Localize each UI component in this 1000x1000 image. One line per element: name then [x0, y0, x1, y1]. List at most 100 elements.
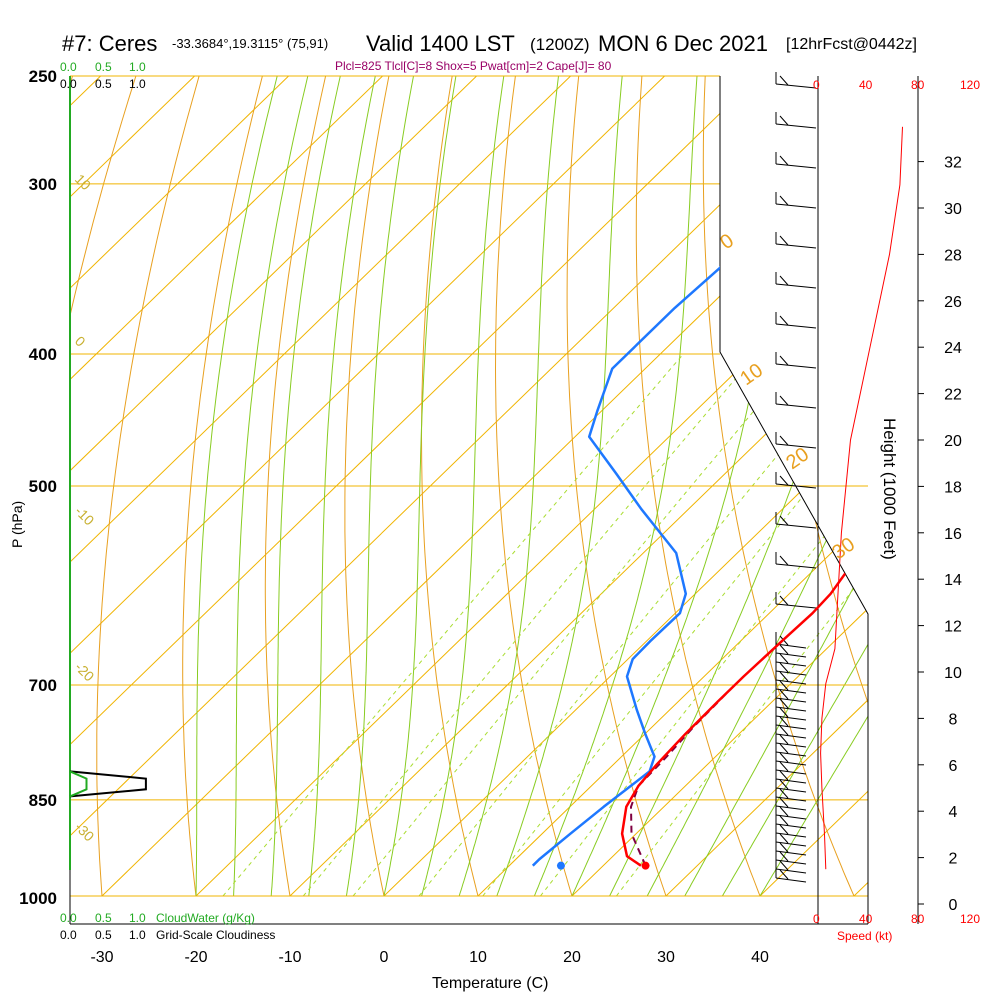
wind-barb-shaft	[775, 742, 807, 748]
isotherm-line	[70, 76, 383, 896]
moist-adiabat-line	[533, 76, 698, 896]
height-tick-label: 12	[944, 619, 962, 636]
wind-barb-shaft	[775, 796, 807, 802]
height-tick-label: 10	[944, 665, 962, 682]
wind-barb-shaft	[775, 814, 807, 820]
wind-barb-flag	[779, 155, 789, 166]
wind-barb-flag	[779, 725, 789, 736]
x-tick-label: 20	[563, 949, 581, 966]
height-tick-label: 30	[944, 201, 962, 218]
height-tick-label: 2	[949, 851, 958, 868]
cloudiness-line	[69, 770, 147, 798]
wind-barb-flag	[779, 644, 789, 655]
wind-barb-shaft	[775, 787, 807, 793]
wind-barb-shaft	[775, 832, 807, 838]
wind-barb-shaft	[775, 697, 807, 703]
height-tick-label: 20	[944, 433, 962, 450]
station-coords: -33.3684°,19.3115° (75,91)	[172, 36, 328, 51]
wind-barb-shaft	[775, 778, 807, 784]
top-cloudwater-scale: 0.0 0.5 1.0 0.0 0.5 1.0	[60, 60, 146, 91]
wind-barb-shaft	[775, 769, 807, 775]
wind-barb-shaft	[775, 443, 817, 449]
mixing-ratio-line	[302, 353, 757, 896]
wind-barb-shaft	[775, 523, 817, 529]
dry-adiabat-line	[494, 76, 573, 896]
mixing-ratio-label: 2	[305, 892, 313, 908]
wind-barb-shaft	[775, 661, 807, 667]
height-tick-label: 28	[944, 247, 962, 264]
isotherm-line	[853, 76, 868, 896]
top-cloudiness-tick: 1.0	[129, 77, 146, 91]
wind-barb-flag	[779, 815, 789, 826]
x-tick-label: 10	[469, 949, 487, 966]
pressure-ticks: 250 300 400 500 700 850 1000	[19, 67, 57, 908]
isobar-lines	[70, 75, 868, 897]
top-speed-tick: 40	[859, 78, 873, 92]
height-tick-label: 32	[944, 155, 962, 172]
x-tick-label: 0	[380, 949, 389, 966]
wind-barbs	[775, 72, 817, 883]
top-cw-tick: 0.0	[60, 60, 77, 74]
top-speed-tick: 80	[911, 78, 925, 92]
bottom-cloudiness-tick: 0.5	[95, 928, 112, 942]
moist-adiabat-line	[646, 76, 868, 896]
y-axis-title: P (hPa)	[9, 501, 25, 548]
pressure-tick-label: 700	[29, 676, 57, 695]
moist-adiabat-line	[270, 76, 341, 896]
wind-barb-flag	[779, 435, 789, 446]
bottom-cloudiness-tick: 1.0	[129, 928, 146, 942]
bottom-cw-tick: 0.0	[60, 911, 77, 925]
wind-barb-flag	[779, 195, 789, 206]
dry-adiabat-line	[182, 76, 263, 896]
moist-adiabat-line	[496, 76, 623, 896]
temperature-trace	[620, 87, 868, 870]
top-cloudiness-tick: 0.0	[60, 77, 77, 91]
wind-barb-flag	[779, 75, 789, 86]
height-tick-label: 24	[944, 340, 962, 357]
dry-adiabat-label: -10	[72, 503, 98, 529]
mixing-ratio-label: 1	[225, 892, 233, 908]
height-tick-label: 22	[944, 387, 962, 404]
wind-barb-flag	[779, 779, 789, 790]
wind-barb-shaft	[775, 670, 807, 676]
station-title: #7: Ceres	[62, 31, 157, 56]
wind-barb-shaft	[775, 706, 807, 712]
mixing-ratio-label: 20	[617, 892, 633, 908]
wind-barb-shaft	[775, 203, 817, 209]
dry-adiabat-right-label: 30	[828, 533, 859, 564]
wind-barb-shaft	[775, 715, 807, 721]
cloudwater-label: CloudWater (g/Kg)	[156, 911, 255, 925]
moist-adiabat-line	[421, 76, 505, 896]
wind-barb-shaft	[775, 688, 807, 694]
wind-barb-flag	[779, 315, 789, 326]
valid-time: Valid 1400 LST	[366, 31, 515, 56]
wind-barb-shaft	[775, 163, 817, 169]
wind-barb-shaft	[775, 563, 817, 569]
pressure-tick-label: 500	[29, 477, 57, 496]
wind-barb-flag	[779, 275, 789, 286]
x-tick-label: -20	[184, 949, 207, 966]
top-speed-scale: 0 40 80 120	[813, 78, 980, 92]
wind-barb-flag	[779, 698, 789, 709]
x-tick-label: 30	[657, 949, 675, 966]
wind-barb-flag	[779, 671, 789, 682]
wind-barb-shaft	[775, 760, 807, 766]
wind-barb-shaft	[775, 805, 807, 811]
isotherm-line	[70, 76, 289, 896]
wind-barb-flag	[779, 734, 789, 745]
wind-barb-flag	[779, 824, 789, 835]
moist-adiabat-line	[721, 76, 868, 896]
wind-barb-shaft	[775, 323, 817, 329]
speed-line	[820, 126, 903, 870]
pressure-tick-label: 250	[29, 67, 57, 86]
wind-barb-flag	[779, 475, 789, 486]
dry-adiabat-line	[344, 76, 390, 896]
top-cw-tick: 0.5	[95, 60, 112, 74]
wind-barb-flag	[779, 595, 789, 606]
wind-barb-flag	[779, 833, 789, 844]
zulu-time: (1200Z)	[530, 35, 590, 54]
wind-barb-flag	[779, 689, 789, 700]
pressure-tick-label: 400	[29, 345, 57, 364]
